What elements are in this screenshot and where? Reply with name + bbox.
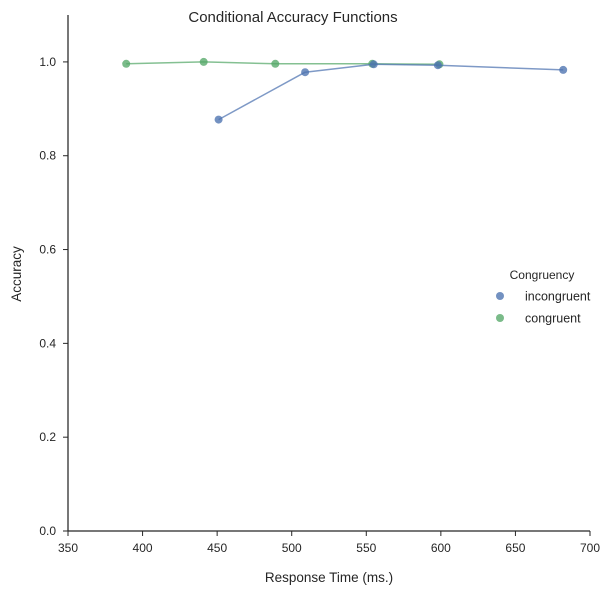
legend-label-congruent: congruent [525, 312, 581, 326]
x-tick-label: 700 [580, 541, 600, 555]
legend-marker-incongruent [496, 292, 504, 300]
y-tick-label: 0.4 [39, 336, 56, 350]
legend-label-incongruent: incongruent [525, 290, 591, 304]
data-point-incongruent [433, 61, 442, 70]
y-tick-label: 0.0 [39, 524, 56, 538]
chart-title: Conditional Accuracy Functions [188, 9, 397, 26]
x-tick-label: 650 [505, 541, 525, 555]
axes: 350 400 450 500 550 600 650 700 0.0 0.2 0.4 0.6 0.8 1… [39, 15, 600, 555]
y-tick-label: 1.0 [39, 55, 56, 69]
y-tick-label: 0.8 [39, 149, 56, 163]
x-axis-label: Response Time (ms.) [265, 570, 393, 585]
series-line-incongruent [218, 63, 564, 121]
series-congruent [122, 57, 444, 69]
data-point-incongruent [369, 60, 378, 69]
plot-series [122, 57, 568, 124]
y-tick-label: 0.6 [39, 243, 56, 257]
data-point-congruent [122, 59, 131, 68]
y-tick-label: 0.2 [39, 430, 56, 444]
data-point-incongruent [559, 65, 568, 74]
x-tick-label: 350 [58, 541, 78, 555]
x-tick-label: 550 [356, 541, 376, 555]
legend-title: Congruency [510, 268, 575, 282]
data-point-incongruent [301, 68, 310, 77]
data-point-incongruent [214, 115, 223, 124]
y-axis-label: Accuracy [9, 246, 24, 302]
data-point-congruent [271, 59, 280, 68]
x-tick-label: 600 [431, 541, 451, 555]
x-tick-label: 500 [282, 541, 302, 555]
series-incongruent [214, 60, 568, 124]
x-tick-label: 400 [133, 541, 153, 555]
legend: Congruency incongruent congruent [496, 268, 591, 326]
x-tick-label: 450 [207, 541, 227, 555]
data-point-congruent [199, 57, 208, 66]
legend-marker-congruent [496, 314, 504, 322]
